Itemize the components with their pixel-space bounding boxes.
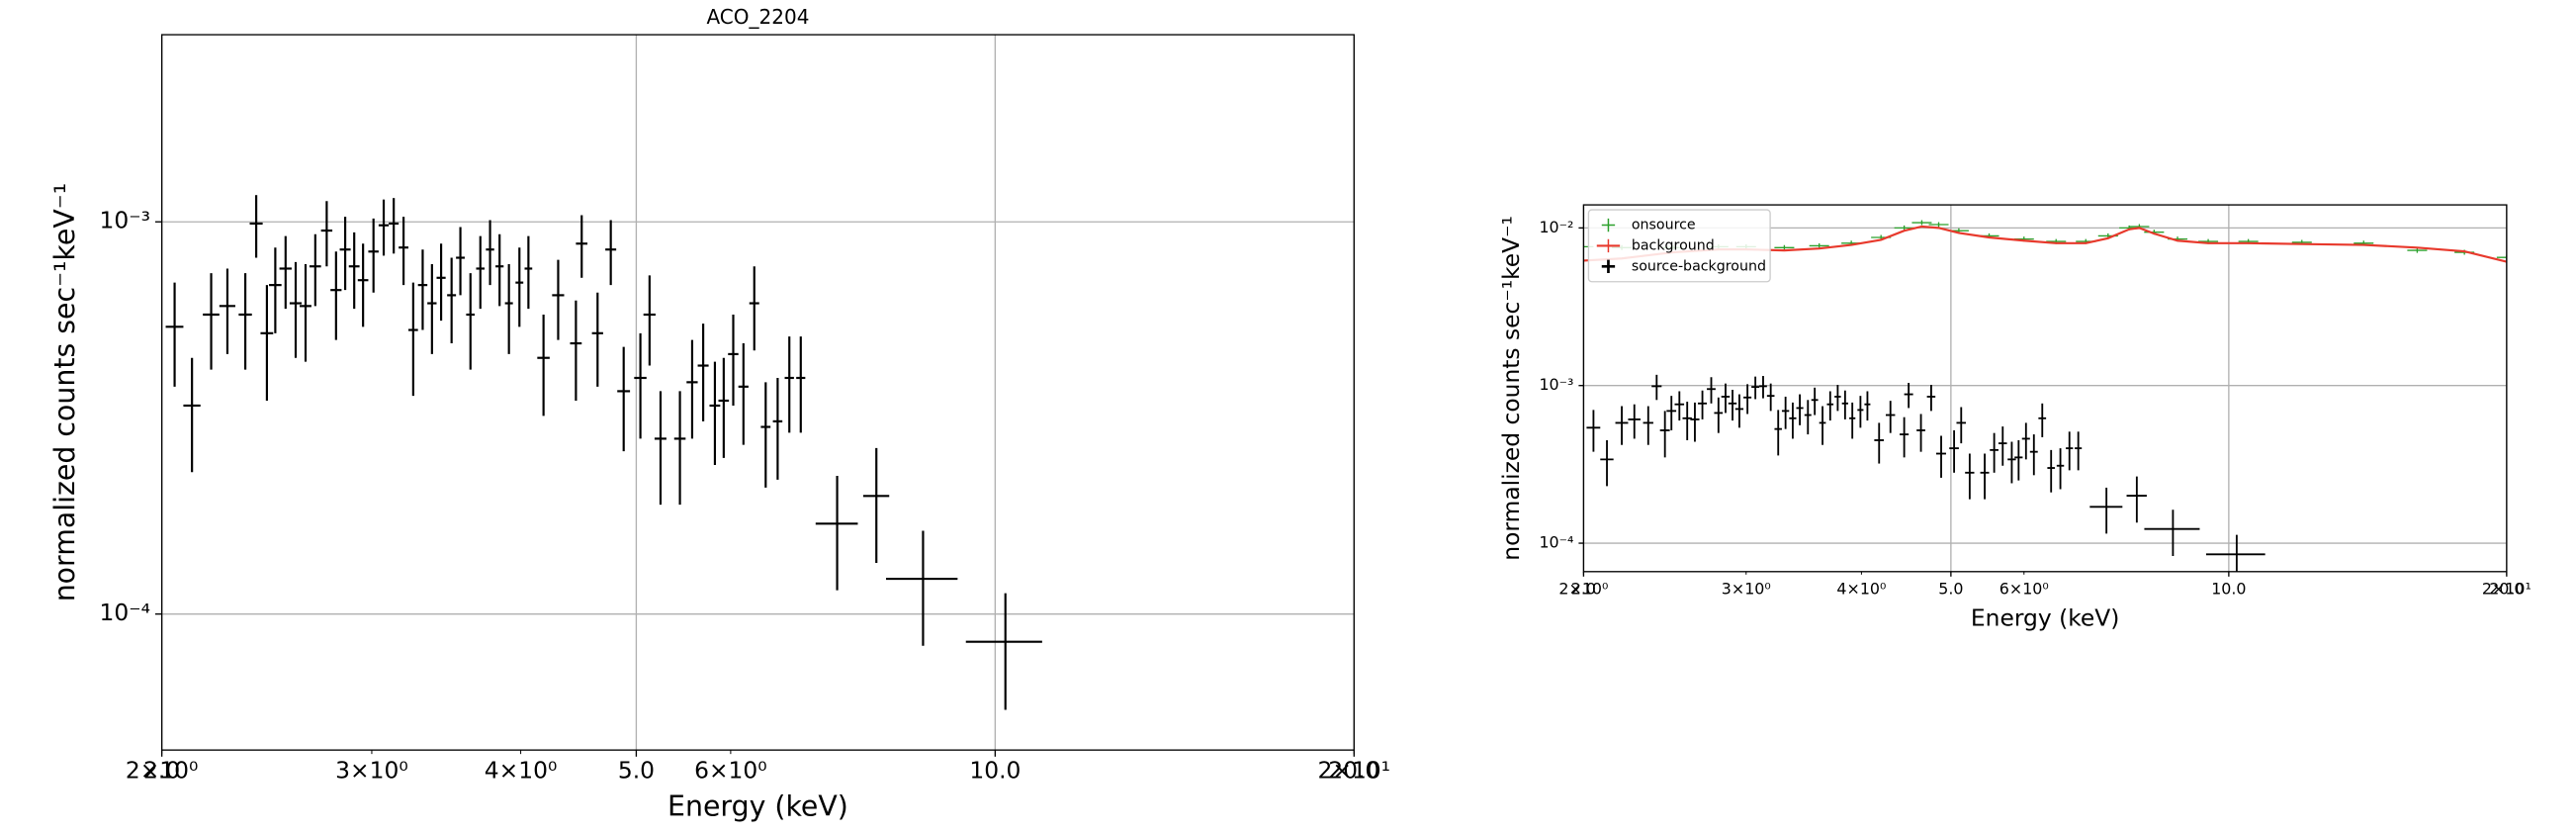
legend-label: background bbox=[1632, 237, 1715, 253]
y-tick-label: 10⁻³ bbox=[100, 207, 150, 234]
y-axis-label: normalized counts sec⁻¹keV⁻¹ bbox=[48, 183, 81, 602]
legend-marker bbox=[1601, 218, 1616, 232]
legend-marker bbox=[1601, 259, 1616, 273]
data-point bbox=[2407, 247, 2428, 253]
x-tick-label: 2.0 bbox=[1571, 580, 1596, 599]
legend-label: source-background bbox=[1632, 258, 1766, 274]
x-tick-label: 5.0 bbox=[1938, 580, 1963, 599]
x-tick-label: 20.0 bbox=[2489, 580, 2524, 599]
x-tick-label: 5.0 bbox=[618, 756, 655, 784]
plot-area bbox=[1583, 220, 2507, 572]
data-point bbox=[1774, 244, 1795, 250]
chart-title: ACO_2204 bbox=[706, 5, 809, 29]
plot-area bbox=[165, 195, 1042, 710]
data-point bbox=[2496, 254, 2507, 260]
axes: ACO_2204 2.0 5.0 10.0 20.0 2×10⁰ 3×10⁰ 4×10⁰ 6×1… bbox=[48, 5, 1390, 823]
x-minor-tick-label: 2×10¹ bbox=[2482, 580, 2532, 599]
x-minor-tick-label: 2×10⁰ bbox=[126, 756, 199, 784]
legend-marker bbox=[1601, 238, 1616, 253]
x-minor-tick-label: 4×10⁰ bbox=[485, 756, 558, 784]
x-minor-tick-label: 3×10⁰ bbox=[335, 756, 408, 784]
x-minor-tick-label: 6×10⁰ bbox=[694, 756, 767, 784]
x-tick-label: 10.0 bbox=[2211, 580, 2246, 599]
x-axis-label: Energy (keV) bbox=[1971, 604, 2119, 632]
x-minor-tick-label: 3×10⁰ bbox=[1722, 580, 1771, 599]
y-tick-label: 10⁻⁴ bbox=[100, 599, 150, 626]
x-minor-tick-label: 4×10⁰ bbox=[1836, 580, 1886, 599]
legend: onsource background source-background bbox=[1587, 209, 1771, 283]
axes-frame bbox=[160, 34, 1355, 751]
x-tick-label: 10.0 bbox=[969, 756, 1021, 784]
legend-box bbox=[1587, 209, 1771, 283]
axes: 2.0 5.0 10.0 20.0 2×10⁰ 3×10⁰ 4×10⁰ 6×10⁰ 2×10¹ 1… bbox=[1497, 204, 2532, 632]
data-point bbox=[1894, 225, 1914, 231]
x-axis-label: Energy (keV) bbox=[667, 790, 848, 823]
x-minor-tick-label: 2×10¹ bbox=[1318, 756, 1391, 784]
y-tick-label: 10⁻⁴ bbox=[1539, 533, 1573, 552]
data-point bbox=[1911, 220, 1932, 226]
legend-label: onsource bbox=[1632, 218, 1696, 233]
x-tick-label: 20.0 bbox=[1328, 756, 1379, 784]
y-tick-label: 10⁻³ bbox=[1539, 375, 1573, 394]
y-tick-label: 10⁻² bbox=[1539, 218, 1573, 236]
series-line bbox=[1583, 225, 2507, 263]
y-axis-label: normalized counts sec⁻¹keV⁻¹ bbox=[1497, 216, 1525, 561]
x-minor-tick-label: 6×10⁰ bbox=[1999, 580, 2049, 599]
x-minor-tick-label: 2×10⁰ bbox=[1558, 580, 1608, 599]
x-tick-label: 2.0 bbox=[143, 756, 180, 784]
data-point bbox=[1928, 222, 1949, 228]
axes-frame bbox=[1582, 204, 2508, 573]
